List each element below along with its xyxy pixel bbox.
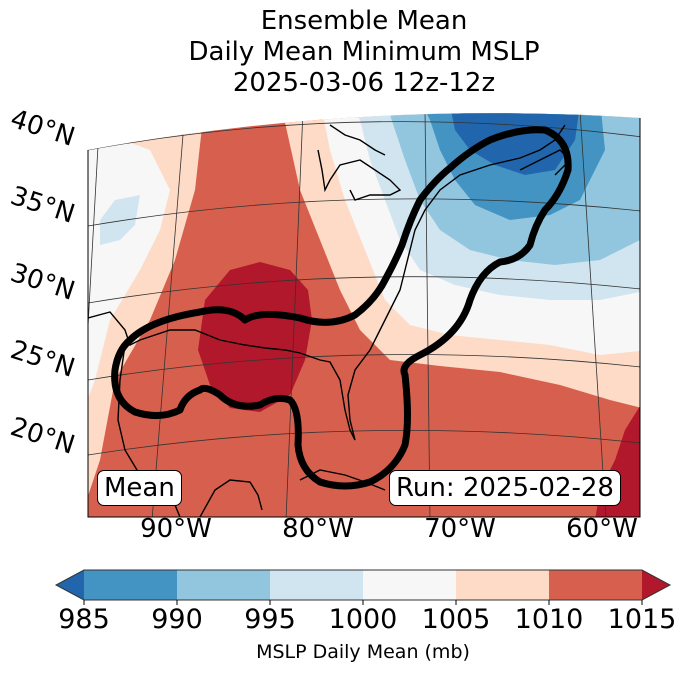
title-line-1: Ensemble Mean <box>260 6 468 36</box>
field-below-985 <box>450 113 580 175</box>
colorbar-tick-label: 985 <box>58 604 110 635</box>
colorbar-bin-1000-1005 <box>363 570 457 600</box>
map-frame <box>87 118 641 518</box>
colorbar-tick-label: 1000 <box>328 604 398 635</box>
lon-label-80w: 80°W <box>282 514 354 544</box>
gridline-20n <box>88 429 640 456</box>
colorbar-tick-label: 1005 <box>421 604 491 635</box>
lon-label-60w: 60°W <box>566 514 638 544</box>
colorbar-bin-1005-1010 <box>456 570 550 600</box>
gridline-70w <box>424 113 431 517</box>
contour-outline <box>111 126 572 490</box>
lon-label-90w: 90°W <box>140 514 212 544</box>
colorbar-tick-label: 1010 <box>514 604 584 635</box>
field-above-1015-gulf <box>198 262 312 412</box>
colorbar-bin-990-995 <box>177 570 271 600</box>
title-line-3: 2025-03-06 12z-12z <box>232 68 496 98</box>
coastline-yucatan <box>199 479 263 517</box>
gridline-40n <box>88 121 640 151</box>
pressure-field <box>88 113 640 517</box>
colorbar-extend-max <box>642 570 670 600</box>
gridline-30n <box>88 276 640 304</box>
colorbar-label: MSLP Daily Mean (mb) <box>256 641 470 663</box>
gridline-60w <box>579 113 607 517</box>
field-1000-1005-west <box>88 130 170 420</box>
colorbar-bin-1010-1015 <box>549 570 643 600</box>
field-995-1000-west-patch <box>100 195 140 245</box>
colorbar-bin-995-1000 <box>270 570 364 600</box>
title-line-2: Daily Mean Minimum MSLP <box>188 37 540 67</box>
colorbar-tick-label: 995 <box>244 604 296 635</box>
colorbar-bin-985-990 <box>84 570 178 600</box>
gridline-90w <box>151 113 186 517</box>
chart-title: Ensemble Mean Daily Mean Minimum MSLP 20… <box>0 6 688 99</box>
mean-annotation-box: Mean <box>97 470 182 506</box>
colorbar-extend-min <box>56 570 84 600</box>
gridline-35n <box>88 198 640 227</box>
colorbar-tick-label: 990 <box>151 604 203 635</box>
colorbar-tick-label: 1015 <box>607 604 677 635</box>
coastline-great-lakes <box>317 149 402 201</box>
gridline-95w <box>88 113 101 471</box>
coastline-great-lakes-north <box>329 124 386 156</box>
gridlines <box>88 113 640 517</box>
lon-label-70w: 70°W <box>424 514 496 544</box>
coastline-gulf <box>88 124 566 441</box>
run-date-annotation-box: Run: 2025-02-28 <box>389 470 621 506</box>
